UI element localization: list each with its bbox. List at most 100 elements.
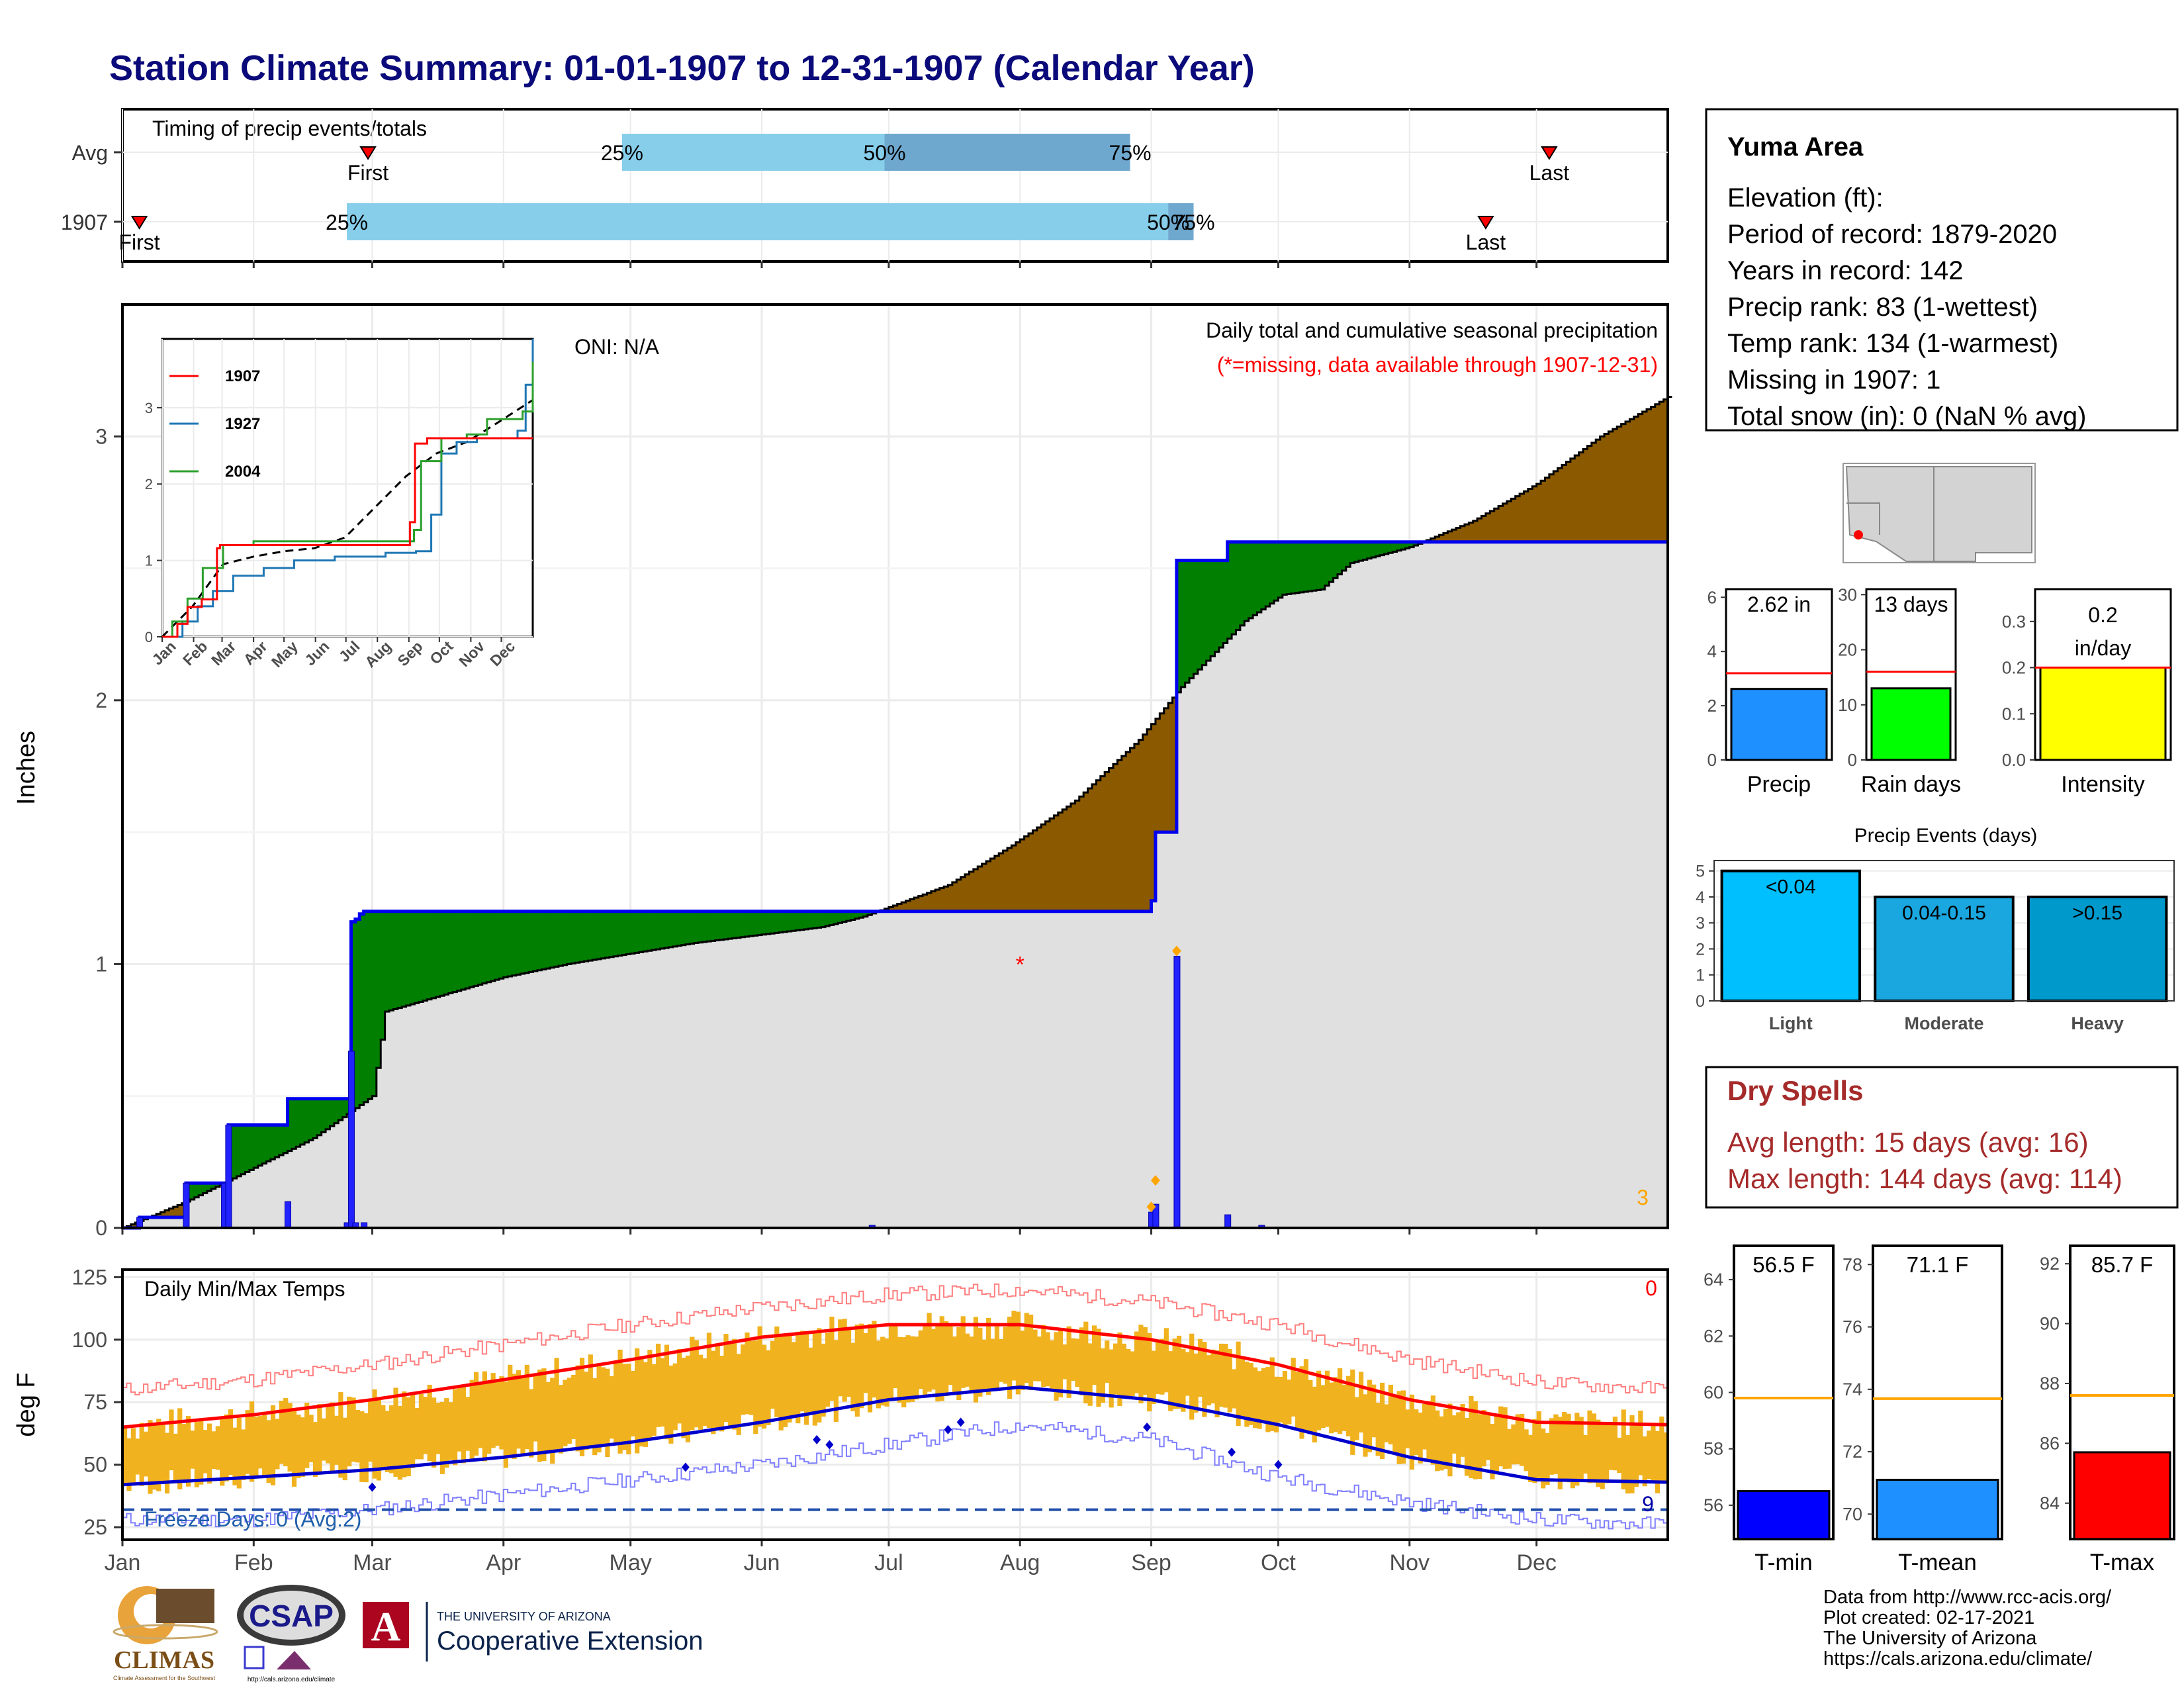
surplus-band [766,911,771,934]
surplus-band [529,911,534,972]
events-ytick-label: 0 [1696,992,1705,1011]
daily-temp-range-bar [1142,1327,1148,1395]
locator-map [1843,463,2036,563]
daily-temp-range-bar [1151,1350,1156,1405]
precip-ylabel: Inches [13,731,40,805]
surplus-band [338,1098,343,1121]
daily-temp-range-bar [1240,1358,1246,1419]
deficit-band [931,891,936,912]
daily-temp-range-bar [571,1374,576,1439]
daily-temp-range-bar [1041,1325,1046,1387]
surplus-band [1257,541,1262,612]
daily-precip-bar [1224,1214,1232,1229]
footer-line: The University of Arizona [1823,1628,2037,1649]
events-ytick-label: 2 [1696,940,1705,959]
daily-temp-range-bar [1163,1328,1169,1393]
daily-temp-range-bar [1244,1362,1250,1427]
daily-temp-range-bar [143,1431,149,1477]
daily-temp-range-bar [1066,1326,1071,1398]
deficit-band [1659,401,1664,542]
surplus-band [1350,541,1355,563]
timing-last-marker [1541,146,1558,160]
flagged-point [1171,945,1181,957]
events-ytick-label: 1 [1696,966,1705,985]
surplus-band [609,911,614,957]
mini-precip-ytick-label: 0.1 [2002,704,2026,724]
daily-temp-range-bar [512,1374,517,1459]
surplus-band [1295,541,1300,593]
deficit-band [1041,824,1046,912]
deficit-band [1481,516,1486,542]
deficit-band [1062,809,1068,912]
daily-temp-range-bar [1299,1366,1304,1439]
surplus-band [330,1098,335,1127]
surplus-band [1206,560,1211,661]
deficit-band [1629,419,1635,542]
deficit-band [1172,697,1177,833]
daily-temp-range-bar [1506,1429,1512,1469]
inset-ytick-label: 2 [145,476,153,492]
inset-legend-label: 1927 [225,415,260,433]
precip-ytick-label: 3 [95,424,107,448]
surplus-band [372,911,377,1096]
daily-temp-range-bar [232,1427,238,1485]
surplus-band [1185,560,1190,683]
daily-temp-range-bar [393,1387,398,1477]
surplus-band [249,1125,254,1170]
mini-precip-value: 2.62 in [1747,592,1811,616]
daily-temp-range-bar [312,1422,318,1477]
surplus-band [524,911,529,973]
events-bar [1874,895,2015,1003]
daily-temp-range-bar [1566,1413,1571,1483]
month-tick-label: Jun [744,1550,780,1575]
surplus-band [199,1183,204,1196]
surplus-band [469,911,475,988]
surplus-band [757,911,762,935]
daily-temp-range-bar [1375,1403,1381,1456]
deficit-band [1651,406,1656,542]
daily-temp-range-bar [668,1365,674,1444]
timing-row-1907: 1907 [61,211,108,234]
surplus-band [448,911,453,994]
deficit-band [1520,493,1525,542]
daily-temp-range-bar [1036,1336,1042,1382]
ua-logo: A THE UNIVERSITY OF ARIZONA Cooperative … [363,1602,703,1662]
ua-extension: Cooperative Extension [437,1626,703,1656]
daily-temp-range-bar [130,1428,136,1484]
timing-bar-25-50-avg [621,134,885,171]
daily-temp-range-bar [516,1370,522,1449]
mini-precip-label: Intensity [2061,772,2145,797]
temp-ytick-label: 75 [83,1390,107,1414]
surplus-band [846,911,851,921]
surplus-band [410,911,416,1005]
dry-title: Dry Spells [1727,1075,1863,1106]
surplus-band [257,1125,263,1166]
mini-temp-ytick-label: 62 [1704,1326,1723,1346]
surplus-band [457,911,462,991]
mini-temp-ytick-label: 72 [1843,1442,1862,1462]
surplus-band [1388,541,1393,553]
daily-temp-range-bar [741,1344,746,1415]
daily-temp-range-bar [1024,1313,1029,1383]
daily-temp-range-bar [884,1338,889,1407]
month-tick-label: Apr [486,1550,521,1575]
surplus-band [312,1098,318,1139]
missing-note: (*=missing, data available through 1907-… [1217,353,1658,377]
mini-precip-ytick-label: 0.3 [2002,612,2026,632]
surplus-band [694,911,699,943]
surplus-band [291,1098,296,1149]
deficit-band [1091,784,1097,912]
deficit-band [901,902,907,912]
ua-letter: A [371,1605,401,1650]
deficit-band [969,871,974,912]
daily-temp-range-bar [1451,1415,1457,1454]
daily-temp-range-bar [1485,1415,1491,1460]
info-line: Total snow (in): 0 (NaN % avg) [1727,402,2086,431]
deficit-band [1126,751,1131,912]
surplus-band [621,911,627,955]
mini-temp-label: T-max [2090,1550,2155,1575]
deficit-band [1612,429,1617,542]
deficit-band [1087,788,1093,912]
daily-temp-range-bar [782,1336,788,1427]
